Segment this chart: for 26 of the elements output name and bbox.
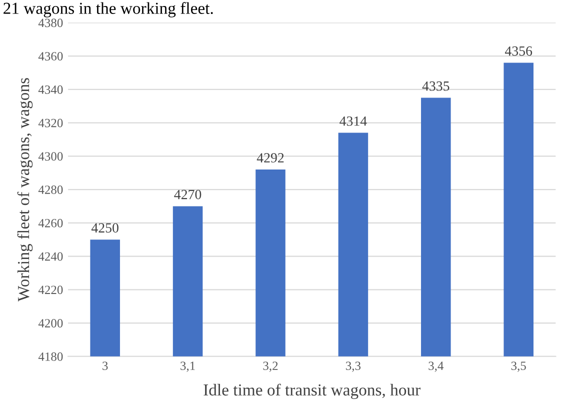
y-tick-label: 4280 (38, 186, 63, 194)
x-tick-label: 3 (102, 362, 108, 370)
data-label: 4292 (256, 153, 284, 163)
y-axis-title: Working fleet of wagons, wagons (17, 78, 33, 302)
y-tick-label: 4220 (38, 286, 63, 294)
y-tick-label: 4340 (38, 85, 63, 94)
data-label: 4314 (340, 116, 367, 126)
x-tick-label: 3,5 (511, 362, 526, 372)
y-tick-label: 4380 (38, 18, 63, 28)
x-tick-label: 3,3 (346, 362, 361, 372)
data-label: 4356 (504, 46, 532, 56)
x-tick-label: 3,4 (428, 362, 444, 372)
y-tick-label: 4360 (38, 52, 63, 60)
y-tick-label: 4240 (38, 252, 63, 261)
y-tick-label: 4200 (38, 319, 63, 328)
y-tick-label: 4320 (38, 118, 63, 128)
x-tick-label: 3,1 (180, 362, 195, 372)
y-tick-label: 4180 (38, 352, 63, 361)
y-tick-label: 4300 (38, 152, 63, 161)
data-label: 4250 (91, 223, 118, 233)
data-label: 4335 (422, 81, 450, 91)
data-label: 4270 (174, 190, 202, 200)
y-tick-label: 4260 (38, 218, 63, 228)
x-tick-label: 3,2 (263, 362, 278, 372)
x-axis-title: Idle time of transit wagons, hour (204, 384, 420, 400)
text: 21 wagons in the working fleet. (4, 2, 213, 18)
